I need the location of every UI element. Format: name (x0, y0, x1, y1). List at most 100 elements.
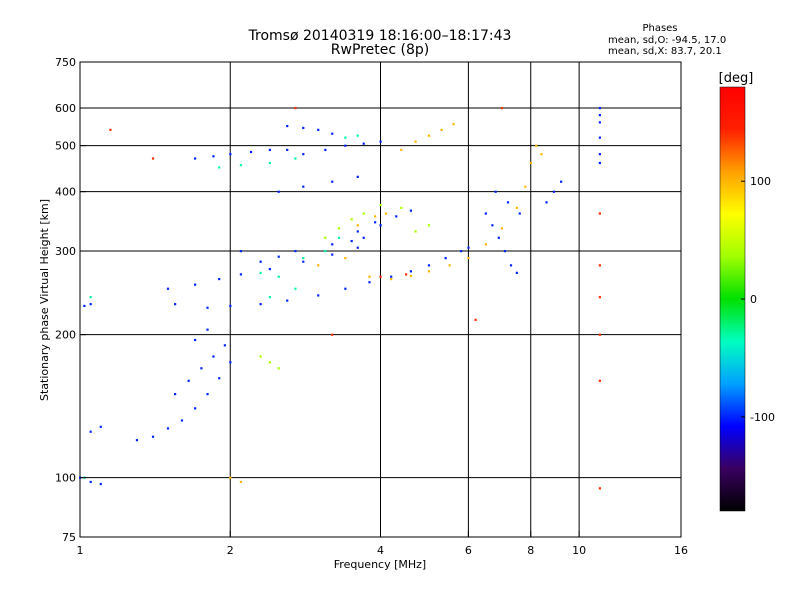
echo-point (409, 274, 412, 278)
echo-point (239, 273, 243, 276)
echo-point (598, 161, 601, 165)
echo-point (598, 264, 601, 267)
echo-point (294, 250, 297, 253)
chart-title: Tromsø 20140319 18:16:00–18:17:43 (248, 28, 512, 44)
x-tick-label: 6 (465, 544, 472, 557)
x-tick-label: 4 (377, 544, 384, 557)
echo-point (302, 185, 305, 188)
echo-point (344, 287, 347, 290)
echo-point (509, 264, 513, 267)
echo-point (484, 243, 487, 246)
y-tick-label: 400 (55, 186, 76, 199)
echo-point (324, 250, 327, 253)
echo-point (379, 224, 382, 227)
echo-point (324, 148, 327, 152)
echo-point (350, 218, 353, 221)
y-tick-label: 200 (55, 329, 76, 342)
echo-point (109, 128, 112, 131)
echo-point (598, 114, 601, 117)
y-axis-ticks: 75 100 200 300 400 500 600 750 (55, 56, 86, 544)
echo-point (286, 124, 289, 128)
echo-point (598, 487, 601, 490)
stats-heading: Phases (642, 23, 677, 34)
echo-point (515, 206, 518, 209)
echo-point (400, 206, 403, 209)
echo-point (99, 482, 102, 486)
echo-point (151, 435, 155, 438)
echo-point (173, 393, 177, 396)
echo-point (239, 164, 243, 167)
echo-point (229, 304, 232, 308)
echo-point (427, 264, 431, 267)
echo-point (552, 190, 556, 193)
x-tick-label: 2 (227, 544, 234, 557)
echo-point (151, 157, 155, 160)
x-tick-label: 8 (527, 544, 534, 557)
echo-point (368, 281, 371, 284)
echo-point (362, 212, 365, 215)
echo-point (218, 166, 221, 169)
echo-point (452, 123, 455, 126)
echo-point (337, 236, 341, 239)
echo-point (427, 134, 431, 137)
echo-point (529, 161, 532, 165)
echo-point (598, 296, 601, 299)
echo-point (356, 230, 359, 233)
echo-point (598, 379, 601, 382)
echo-point (294, 107, 297, 110)
echo-point (229, 153, 232, 156)
echo-point (331, 180, 334, 183)
echo-point (286, 299, 289, 302)
echo-point (302, 126, 305, 130)
echo-point (535, 144, 538, 147)
echo-point (598, 107, 601, 110)
echo-point (427, 224, 431, 227)
echo-point (173, 303, 177, 306)
echo-point (212, 155, 215, 158)
echo-point (206, 328, 209, 331)
echo-point (277, 255, 280, 258)
echo-point (89, 480, 92, 484)
echo-point (294, 157, 297, 160)
y-tick-label: 500 (55, 140, 76, 153)
echo-point (337, 227, 341, 230)
colorbar-tick-label: 100 (750, 175, 771, 188)
echo-point (206, 306, 209, 309)
echo-point (166, 287, 170, 290)
echo-point (390, 275, 393, 278)
echo-point (194, 338, 197, 342)
echo-point (229, 361, 232, 364)
echo-point (259, 303, 262, 306)
echo-point (229, 476, 232, 479)
echo-point (194, 283, 197, 286)
echo-point (89, 303, 92, 306)
echo-point (524, 185, 527, 188)
x-axis-label: Frequency [MHz] (334, 558, 426, 571)
echo-point (259, 355, 262, 358)
chart-subtitle: RwPretec (8p) (331, 42, 429, 58)
echo-point (460, 250, 463, 253)
echo-point (379, 140, 382, 143)
echo-point (194, 157, 197, 160)
echo-point (259, 271, 262, 274)
echo-point (448, 264, 451, 267)
echo-point (344, 136, 347, 139)
echo-point (497, 236, 500, 239)
echo-point (212, 355, 215, 358)
echo-point (194, 407, 197, 410)
echo-point (268, 296, 271, 299)
echo-point (218, 277, 221, 281)
y-axis-label: Stationary phase Virtual Height [km] (38, 199, 51, 401)
echo-point (518, 212, 521, 215)
echo-point (444, 257, 447, 260)
x-tick-label: 16 (674, 544, 688, 557)
echo-point (598, 136, 601, 139)
echo-point (259, 260, 262, 263)
colorbar-ticks: 100 0 -100 (741, 175, 775, 424)
stats-o-mode: mean, sd,O: -94.5, 17.0 (608, 35, 726, 46)
echo-point (598, 121, 601, 124)
echo-point (294, 287, 297, 290)
echo-point (135, 439, 139, 442)
echo-point (344, 144, 347, 147)
y-tick-label: 300 (55, 245, 76, 258)
